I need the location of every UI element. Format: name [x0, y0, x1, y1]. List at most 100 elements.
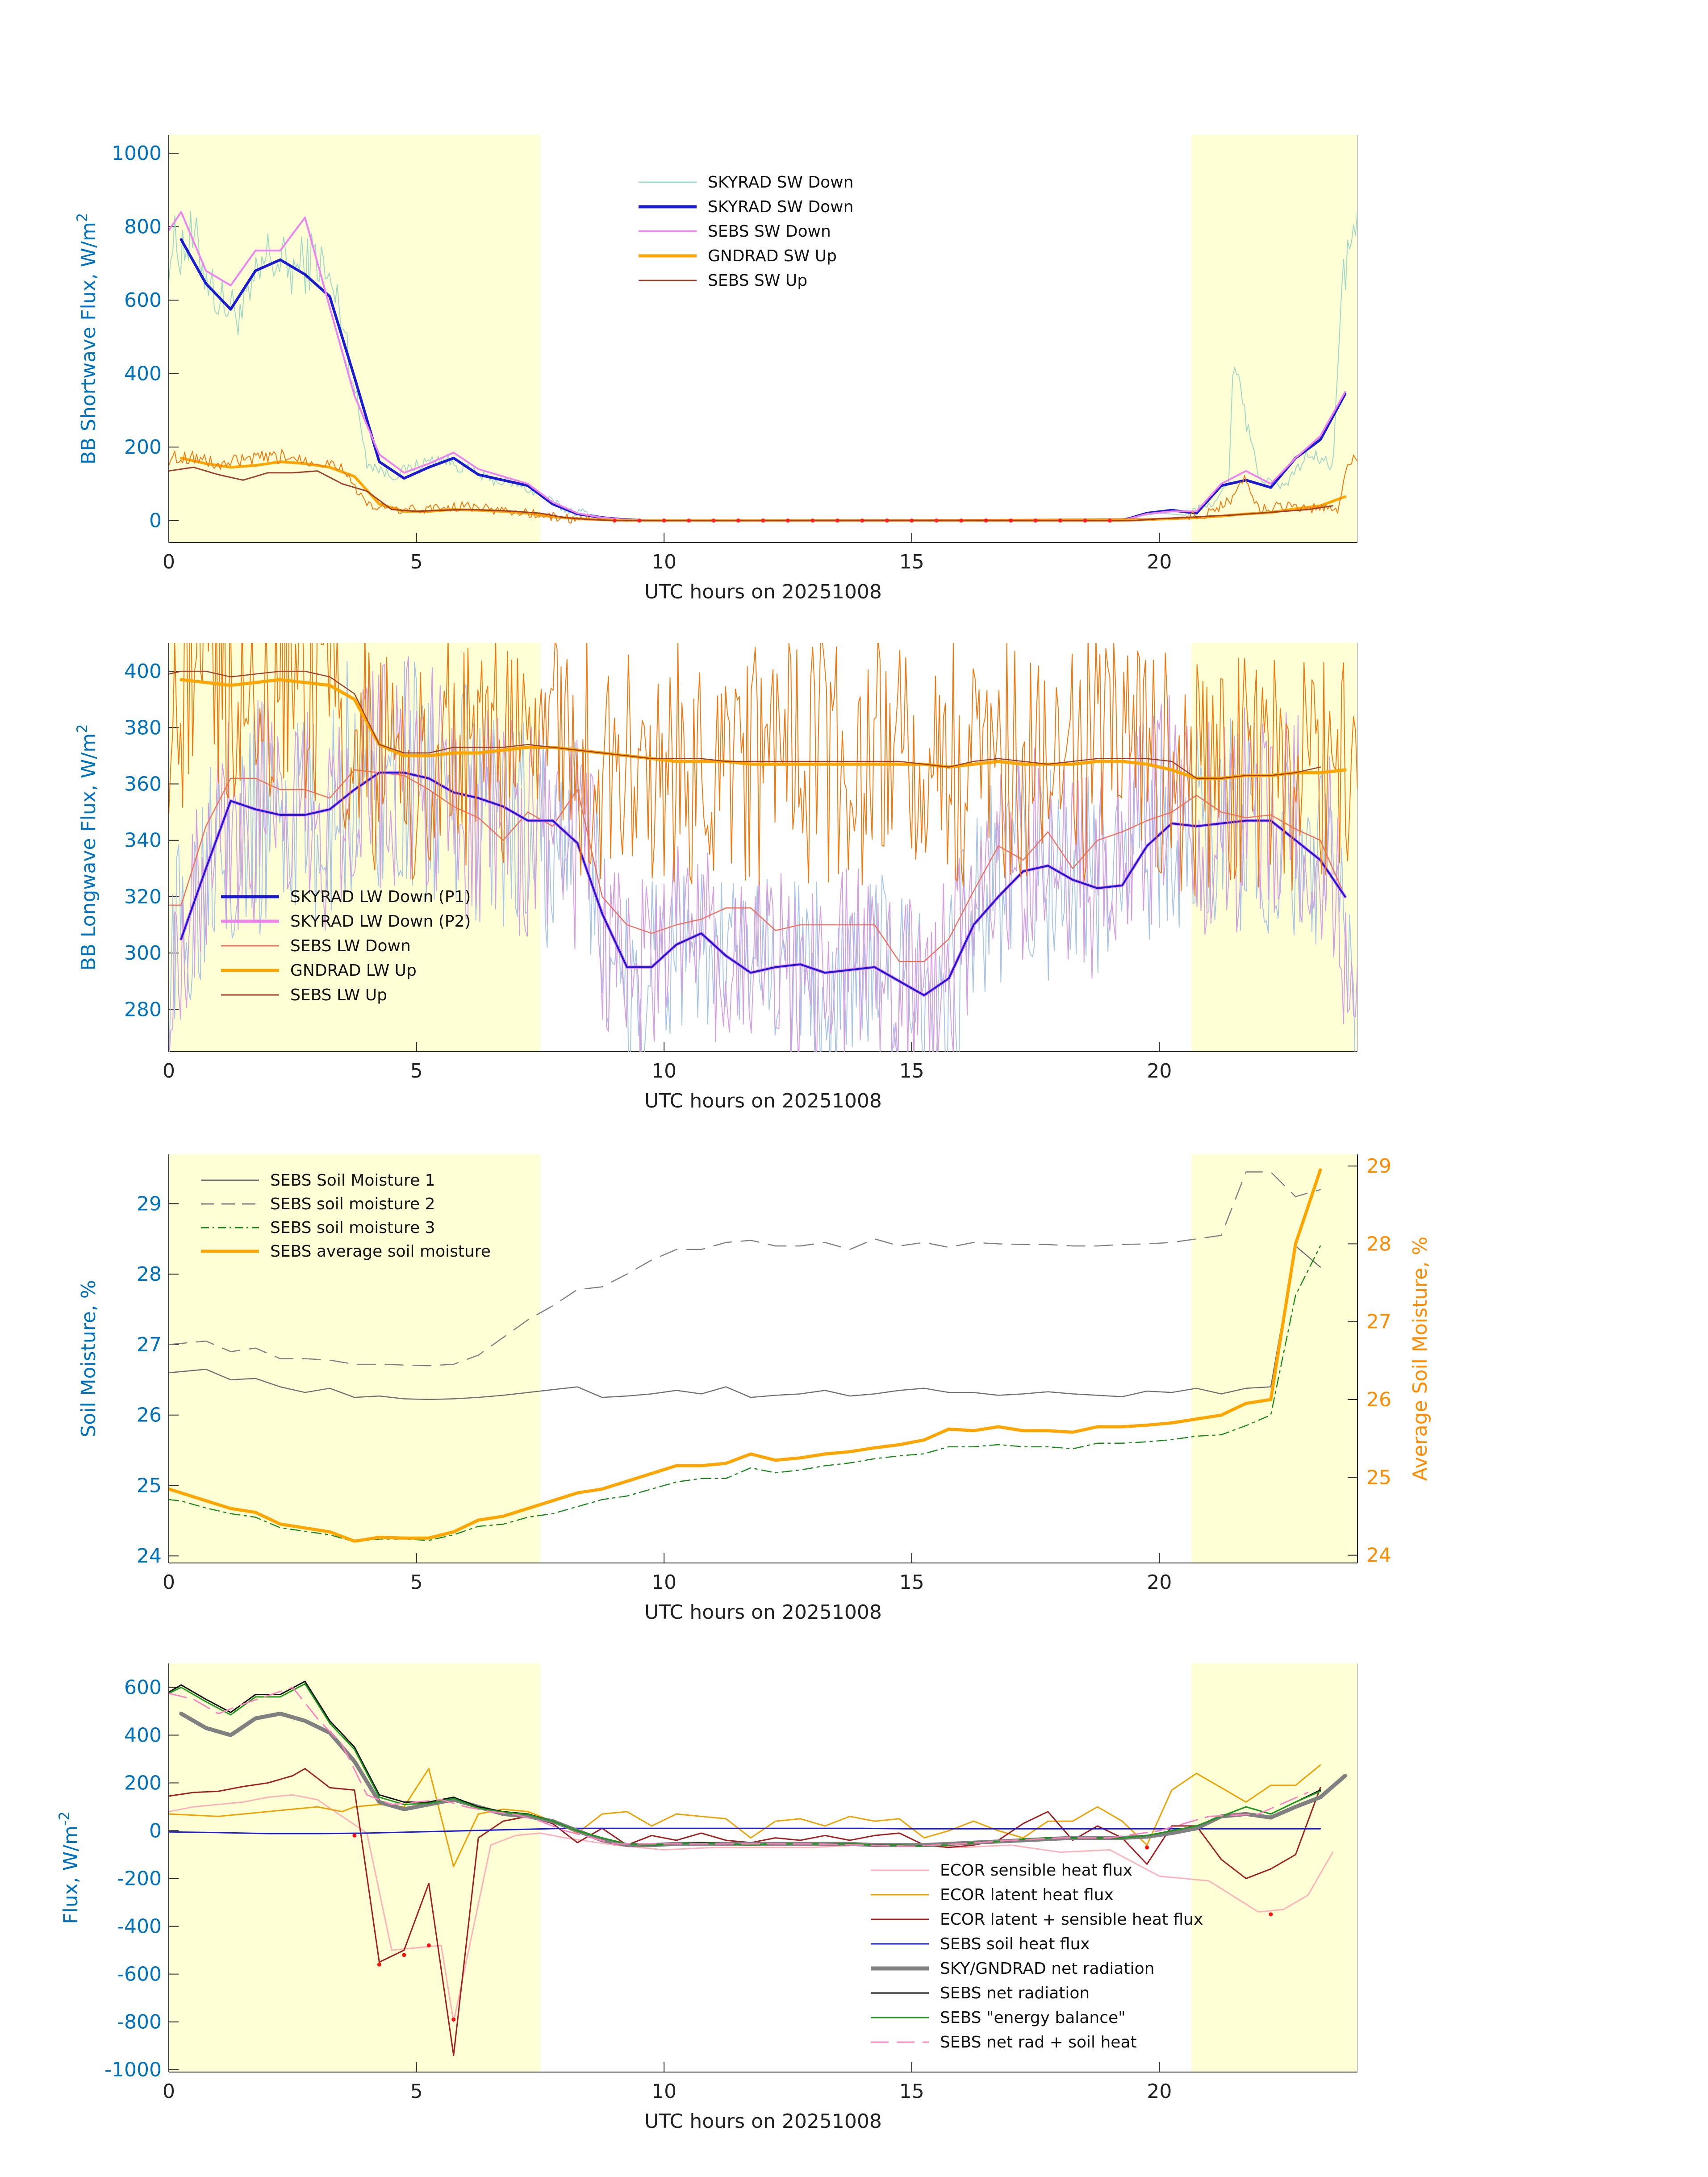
legend-label: ECOR sensible heat flux — [940, 1861, 1132, 1880]
y-tick-label: 600 — [124, 289, 162, 312]
plot-area — [169, 1680, 1347, 2056]
legend-label: SEBS average soil moisture — [270, 1242, 491, 1261]
y-right-tick-label: 26 — [1366, 1388, 1391, 1411]
x-tick-label: 10 — [651, 551, 677, 573]
legend-label: SKYRAD LW Down (P2) — [290, 912, 471, 931]
x-axis-label: UTC hours on 20251008 — [644, 581, 882, 603]
x-tick-label: 0 — [163, 2080, 175, 2103]
data-point — [662, 518, 666, 523]
y-tick-label: 320 — [124, 886, 162, 908]
series-line — [169, 670, 1321, 779]
series-line — [180, 772, 1346, 996]
legend-label: SEBS SW Up — [708, 272, 807, 290]
x-tick-label: 0 — [163, 551, 175, 573]
y-right-axis-label: Average Soil Moisture, % — [1409, 1237, 1432, 1481]
y-axis-label: Soil Moisture, % — [77, 1280, 100, 1437]
legend-label: SEBS "energy balance" — [940, 2009, 1126, 2027]
chart-longwave: 0 5 10 15 20 280 300 320 340 360 380 400 UTC hours o… — [74, 643, 1358, 1112]
legend-label: SEBS soil moisture 3 — [270, 1219, 435, 1237]
legend-label: ECOR latent + sensible heat flux — [940, 1910, 1203, 1929]
x-axis-label: UTC hours on 20251008 — [644, 2110, 882, 2133]
x-tick-label: 0 — [163, 1060, 175, 1082]
series-line — [169, 769, 1346, 962]
x-tick-label: 20 — [1147, 551, 1172, 573]
data-point — [835, 518, 839, 523]
data-point — [352, 1833, 357, 1838]
night-shading — [169, 1663, 540, 2072]
series-line — [169, 643, 1357, 897]
data-point — [910, 518, 914, 523]
data-point — [426, 1943, 431, 1947]
y-tick-label: 29 — [137, 1192, 162, 1215]
series-line — [169, 466, 1333, 522]
series-line — [169, 1768, 1321, 2056]
x-tick-label: 15 — [899, 551, 924, 573]
y-tick-label: 280 — [124, 998, 162, 1021]
data-point — [377, 1962, 381, 1967]
y-tick-label: 800 — [124, 216, 162, 238]
x-tick-label: 15 — [899, 1060, 924, 1082]
y-right-tick-label: 27 — [1366, 1311, 1391, 1333]
night-shading — [1191, 1663, 1357, 2072]
legend: SKYRAD SW Down SKYRAD SW Down SEBS SW Down… — [639, 173, 853, 290]
y-tick-label: 360 — [124, 773, 162, 796]
x-tick-label: 5 — [410, 551, 423, 573]
y-tick-label: 400 — [124, 363, 162, 385]
plot-area — [169, 1168, 1322, 1543]
data-point — [451, 2017, 456, 2022]
data-point — [687, 518, 691, 523]
series-line — [169, 211, 1346, 522]
series-line — [169, 1794, 1333, 2023]
legend: SEBS Soil Moisture 1 SEBS soil moisture 2… — [201, 1171, 491, 1261]
data-point — [1269, 1912, 1273, 1917]
y-axis-label: Flux, W/m-2 — [56, 1811, 82, 1924]
series-line — [169, 1827, 1321, 1834]
y-tick-label: 400 — [124, 660, 162, 683]
data-point — [1083, 518, 1087, 523]
x-tick-label: 0 — [163, 1571, 175, 1594]
y-axis-label: BB Longwave Flux, W/m2 — [74, 724, 100, 971]
series-line — [169, 1168, 1322, 1543]
y-right-tick-label: 29 — [1366, 1155, 1391, 1178]
y-tick-label: 1000 — [112, 142, 162, 165]
x-tick-label: 5 — [410, 1060, 423, 1082]
y-tick-label: -600 — [117, 1963, 162, 1986]
night-shading — [169, 135, 540, 543]
y-right-tick-label: 25 — [1366, 1466, 1391, 1489]
plot-area — [169, 643, 1357, 1052]
y-tick-label: 27 — [137, 1333, 162, 1356]
y-tick-label: 400 — [124, 1724, 162, 1747]
data-point — [402, 1953, 406, 1957]
y-tick-label: 0 — [149, 1820, 162, 1843]
y-tick-label: 380 — [124, 716, 162, 739]
data-point — [785, 518, 790, 523]
legend: ECOR sensible heat flux ECOR latent heat … — [871, 1861, 1203, 2052]
data-point — [1058, 518, 1062, 523]
plot-area — [169, 211, 1357, 524]
x-tick-label: 5 — [410, 2080, 423, 2103]
data-point — [984, 518, 988, 523]
data-point — [1009, 518, 1013, 523]
y-tick-label: 300 — [124, 942, 162, 965]
data-point — [736, 518, 741, 523]
legend-label: SKYRAD SW Down — [708, 198, 853, 216]
legend-label: ECOR latent heat flux — [940, 1886, 1114, 1904]
data-point — [810, 518, 815, 523]
y-tick-label: 25 — [137, 1474, 162, 1497]
night-shading — [169, 1154, 540, 1563]
y-tick-label: -1000 — [104, 2059, 162, 2081]
y-right-tick-label: 28 — [1366, 1233, 1391, 1255]
chart-flux: 0 5 10 15 20 -1000 -800 -600 -400 -200 0 200 400 600 U… — [56, 1663, 1358, 2133]
x-tick-label: 20 — [1147, 1060, 1172, 1082]
y-tick-label: 0 — [149, 510, 162, 532]
legend-label: SKYRAD LW Down (P1) — [290, 888, 471, 906]
data-point — [1033, 518, 1038, 523]
x-tick-label: 10 — [651, 2080, 677, 2103]
series-line — [169, 1683, 1321, 1847]
data-point — [1145, 1845, 1149, 1850]
legend-label: SEBS soil moisture 2 — [270, 1195, 435, 1213]
legend-label: SEBS net rad + soil heat — [940, 2033, 1137, 2052]
data-point — [1107, 518, 1112, 523]
data-point — [959, 518, 964, 523]
